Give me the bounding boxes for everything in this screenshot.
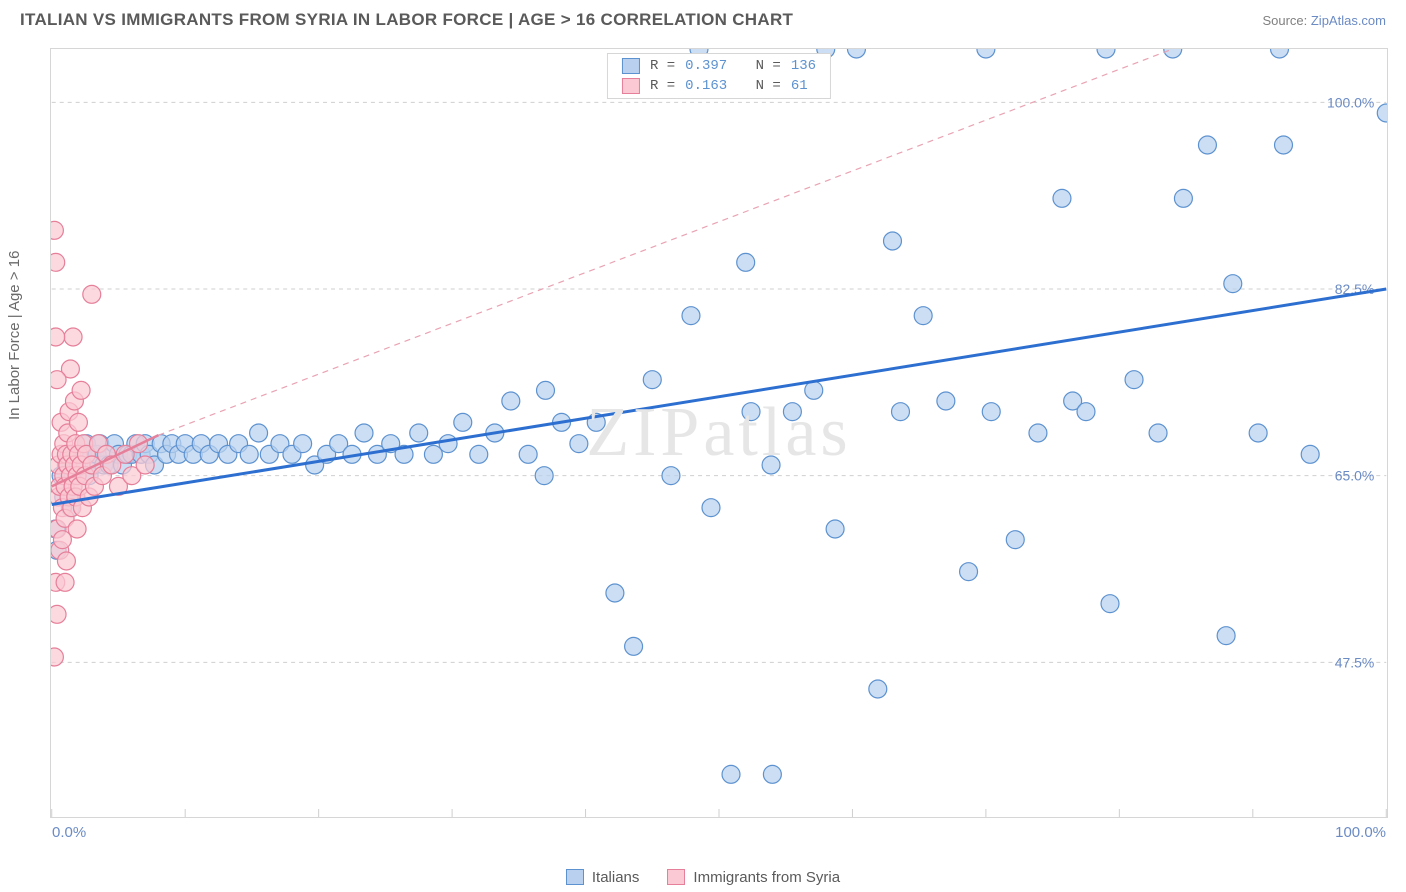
correlation-legend: R = 0.397 N = 136 R = 0.163 N = 61	[607, 53, 831, 99]
svg-text:100.0%: 100.0%	[1327, 94, 1374, 110]
source-link[interactable]: ZipAtlas.com	[1311, 13, 1386, 28]
r-value: 0.163	[685, 78, 727, 94]
legend-swatch-syria-icon	[667, 869, 685, 885]
series-legend: Italians Immigrants from Syria	[0, 869, 1406, 886]
n-value: 136	[791, 58, 816, 74]
n-label: N =	[756, 78, 781, 94]
r-label: R =	[650, 58, 675, 74]
legend-row-syria: R = 0.163 N = 61	[608, 76, 830, 96]
source-attribution: Source: ZipAtlas.com	[1262, 13, 1386, 28]
r-label: R =	[650, 78, 675, 94]
legend-row-italians: R = 0.397 N = 136	[608, 56, 830, 76]
r-value: 0.397	[685, 58, 727, 74]
plot-area: 47.5%65.0%82.5%100.0% ZIPatlas R = 0.397…	[50, 48, 1388, 818]
svg-text:65.0%: 65.0%	[1335, 468, 1375, 484]
legend-item-syria: Immigrants from Syria	[667, 869, 840, 886]
n-label: N =	[756, 58, 781, 74]
legend-label: Immigrants from Syria	[693, 869, 840, 886]
legend-swatch-syria	[622, 78, 640, 94]
svg-text:47.5%: 47.5%	[1335, 654, 1375, 670]
scatter-chart: 47.5%65.0%82.5%100.0%	[51, 49, 1387, 817]
x-tick-max: 100.0%	[1335, 824, 1386, 841]
legend-item-italians: Italians	[566, 869, 640, 886]
n-value: 61	[791, 78, 808, 94]
legend-swatch-italians-icon	[566, 869, 584, 885]
chart-header: ITALIAN VS IMMIGRANTS FROM SYRIA IN LABO…	[0, 0, 1406, 36]
legend-label: Italians	[592, 869, 640, 886]
source-prefix: Source:	[1262, 13, 1310, 28]
y-axis-label: In Labor Force | Age > 16	[6, 251, 23, 420]
legend-swatch-italians	[622, 58, 640, 74]
x-tick-min: 0.0%	[52, 824, 86, 841]
chart-title: ITALIAN VS IMMIGRANTS FROM SYRIA IN LABO…	[20, 10, 793, 30]
